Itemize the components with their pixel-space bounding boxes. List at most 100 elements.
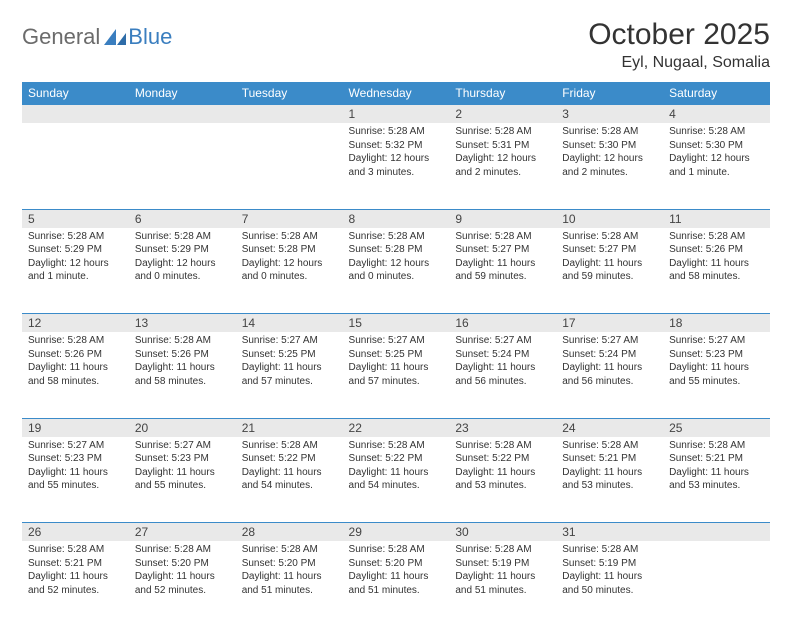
day-number-cell: 20 [129, 418, 236, 437]
day-number-cell: 7 [236, 209, 343, 228]
day-cell: Sunrise: 5:27 AMSunset: 5:23 PMDaylight:… [22, 437, 129, 523]
day-number: 20 [129, 419, 236, 437]
day-content-row: Sunrise: 5:28 AMSunset: 5:29 PMDaylight:… [22, 228, 770, 314]
day-number: 18 [663, 314, 770, 332]
day-cell: Sunrise: 5:28 AMSunset: 5:21 PMDaylight:… [22, 541, 129, 627]
day-details: Sunrise: 5:28 AMSunset: 5:19 PMDaylight:… [449, 541, 556, 603]
day-number: 21 [236, 419, 343, 437]
day-cell: Sunrise: 5:28 AMSunset: 5:20 PMDaylight:… [343, 541, 450, 627]
day-number: 3 [556, 105, 663, 123]
day-number: 8 [343, 210, 450, 228]
day-details: Sunrise: 5:27 AMSunset: 5:24 PMDaylight:… [449, 332, 556, 394]
day-number-row: 567891011 [22, 209, 770, 228]
day-number-cell: 1 [343, 105, 450, 124]
day-details: Sunrise: 5:28 AMSunset: 5:31 PMDaylight:… [449, 123, 556, 185]
day-number: 31 [556, 523, 663, 541]
day-cell: Sunrise: 5:28 AMSunset: 5:19 PMDaylight:… [556, 541, 663, 627]
day-content-row: Sunrise: 5:27 AMSunset: 5:23 PMDaylight:… [22, 437, 770, 523]
day-number: 14 [236, 314, 343, 332]
day-number-cell: 17 [556, 314, 663, 333]
day-cell: Sunrise: 5:27 AMSunset: 5:23 PMDaylight:… [129, 437, 236, 523]
day-details: Sunrise: 5:28 AMSunset: 5:27 PMDaylight:… [449, 228, 556, 290]
day-cell: Sunrise: 5:27 AMSunset: 5:24 PMDaylight:… [449, 332, 556, 418]
day-number [663, 523, 770, 541]
day-cell: Sunrise: 5:28 AMSunset: 5:22 PMDaylight:… [449, 437, 556, 523]
day-cell: Sunrise: 5:28 AMSunset: 5:21 PMDaylight:… [663, 437, 770, 523]
day-content-row: Sunrise: 5:28 AMSunset: 5:26 PMDaylight:… [22, 332, 770, 418]
day-cell: Sunrise: 5:28 AMSunset: 5:22 PMDaylight:… [236, 437, 343, 523]
day-number-cell: 23 [449, 418, 556, 437]
day-details: Sunrise: 5:28 AMSunset: 5:20 PMDaylight:… [343, 541, 450, 603]
title-block: October 2025 Eyl, Nugaal, Somalia [588, 18, 770, 72]
day-number-cell: 8 [343, 209, 450, 228]
day-number [129, 105, 236, 123]
day-cell: Sunrise: 5:27 AMSunset: 5:25 PMDaylight:… [236, 332, 343, 418]
day-number: 19 [22, 419, 129, 437]
day-details: Sunrise: 5:27 AMSunset: 5:24 PMDaylight:… [556, 332, 663, 394]
day-number-cell: 27 [129, 523, 236, 542]
day-number-cell [129, 105, 236, 124]
day-details: Sunrise: 5:28 AMSunset: 5:21 PMDaylight:… [663, 437, 770, 499]
day-details: Sunrise: 5:28 AMSunset: 5:21 PMDaylight:… [22, 541, 129, 603]
day-number-cell: 18 [663, 314, 770, 333]
day-number: 24 [556, 419, 663, 437]
day-number-cell: 25 [663, 418, 770, 437]
day-number: 1 [343, 105, 450, 123]
day-cell: Sunrise: 5:28 AMSunset: 5:28 PMDaylight:… [236, 228, 343, 314]
day-cell: Sunrise: 5:27 AMSunset: 5:23 PMDaylight:… [663, 332, 770, 418]
day-number-cell: 24 [556, 418, 663, 437]
day-details: Sunrise: 5:28 AMSunset: 5:30 PMDaylight:… [556, 123, 663, 185]
day-number: 13 [129, 314, 236, 332]
day-number-cell: 11 [663, 209, 770, 228]
day-cell: Sunrise: 5:28 AMSunset: 5:26 PMDaylight:… [129, 332, 236, 418]
day-cell: Sunrise: 5:28 AMSunset: 5:20 PMDaylight:… [129, 541, 236, 627]
logo-text-blue: Blue [128, 24, 172, 50]
day-number-cell: 30 [449, 523, 556, 542]
day-number: 29 [343, 523, 450, 541]
day-number: 9 [449, 210, 556, 228]
day-number-cell: 2 [449, 105, 556, 124]
day-details: Sunrise: 5:28 AMSunset: 5:26 PMDaylight:… [22, 332, 129, 394]
day-number-cell: 13 [129, 314, 236, 333]
day-details: Sunrise: 5:28 AMSunset: 5:32 PMDaylight:… [343, 123, 450, 185]
weekday-header: Saturday [663, 82, 770, 105]
day-number: 6 [129, 210, 236, 228]
day-details: Sunrise: 5:28 AMSunset: 5:22 PMDaylight:… [449, 437, 556, 499]
day-cell [663, 541, 770, 627]
day-number-row: 262728293031 [22, 523, 770, 542]
day-number: 27 [129, 523, 236, 541]
day-number: 30 [449, 523, 556, 541]
day-number: 16 [449, 314, 556, 332]
day-details: Sunrise: 5:27 AMSunset: 5:25 PMDaylight:… [236, 332, 343, 394]
weekday-header: Friday [556, 82, 663, 105]
day-number-cell [236, 105, 343, 124]
day-number-cell: 12 [22, 314, 129, 333]
logo-sail-icon [104, 29, 126, 45]
day-number: 22 [343, 419, 450, 437]
day-number: 12 [22, 314, 129, 332]
day-cell: Sunrise: 5:28 AMSunset: 5:30 PMDaylight:… [663, 123, 770, 209]
logo-text-general: General [22, 24, 100, 50]
day-content-row: Sunrise: 5:28 AMSunset: 5:32 PMDaylight:… [22, 123, 770, 209]
day-details: Sunrise: 5:28 AMSunset: 5:28 PMDaylight:… [236, 228, 343, 290]
day-cell [236, 123, 343, 209]
day-number-cell: 5 [22, 209, 129, 228]
day-cell: Sunrise: 5:28 AMSunset: 5:22 PMDaylight:… [343, 437, 450, 523]
day-number-cell: 26 [22, 523, 129, 542]
day-number: 10 [556, 210, 663, 228]
day-cell: Sunrise: 5:28 AMSunset: 5:30 PMDaylight:… [556, 123, 663, 209]
day-cell: Sunrise: 5:28 AMSunset: 5:29 PMDaylight:… [129, 228, 236, 314]
location: Eyl, Nugaal, Somalia [588, 54, 770, 72]
day-details: Sunrise: 5:28 AMSunset: 5:30 PMDaylight:… [663, 123, 770, 185]
day-number-cell: 14 [236, 314, 343, 333]
day-details: Sunrise: 5:28 AMSunset: 5:20 PMDaylight:… [129, 541, 236, 603]
day-details: Sunrise: 5:27 AMSunset: 5:25 PMDaylight:… [343, 332, 450, 394]
day-number: 7 [236, 210, 343, 228]
day-number-cell: 9 [449, 209, 556, 228]
day-cell: Sunrise: 5:28 AMSunset: 5:21 PMDaylight:… [556, 437, 663, 523]
weekday-header: Monday [129, 82, 236, 105]
day-number: 2 [449, 105, 556, 123]
day-cell: Sunrise: 5:28 AMSunset: 5:27 PMDaylight:… [449, 228, 556, 314]
day-content-row: Sunrise: 5:28 AMSunset: 5:21 PMDaylight:… [22, 541, 770, 627]
day-details: Sunrise: 5:27 AMSunset: 5:23 PMDaylight:… [22, 437, 129, 499]
